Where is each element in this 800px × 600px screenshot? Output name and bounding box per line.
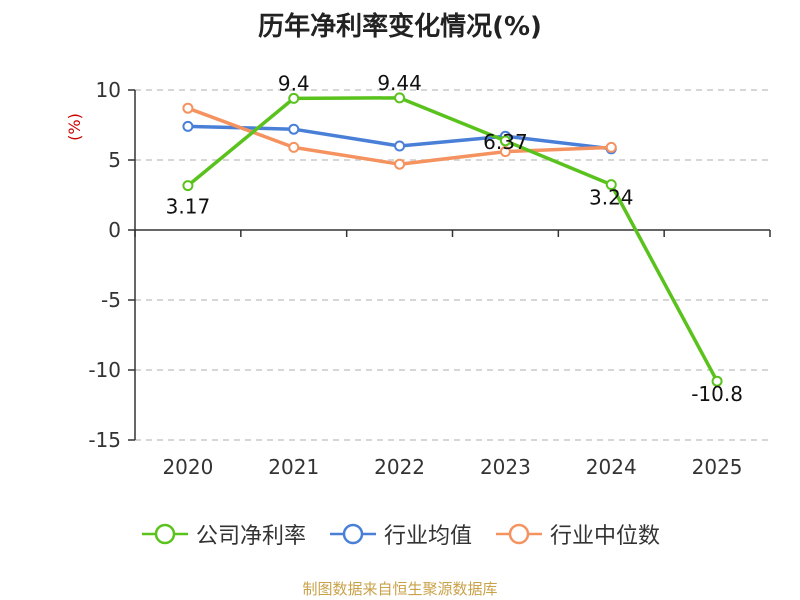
- y-tick-label: -10: [88, 358, 121, 382]
- legend-marker-icon: [496, 523, 542, 545]
- series-line: [186, 96, 719, 383]
- y-tick-label: 5: [108, 148, 121, 172]
- data-point: [499, 146, 511, 158]
- x-tick-label: 2025: [692, 455, 743, 479]
- data-point: [394, 158, 406, 170]
- data-point: [182, 102, 194, 114]
- data-point: [182, 180, 194, 192]
- x-tick-label: 2024: [586, 455, 637, 479]
- data-point: [499, 135, 511, 147]
- x-tick-label: 2022: [374, 455, 425, 479]
- legend-label: 公司净利率: [195, 524, 306, 549]
- legend-item[interactable]: 行业均值: [328, 518, 472, 550]
- data-point: [711, 375, 723, 387]
- y-tick-label: 10: [96, 78, 121, 102]
- data-point: [394, 140, 406, 152]
- data-point: [288, 123, 300, 135]
- legend-item[interactable]: 行业中位数: [494, 518, 660, 550]
- y-axis-label: (%): [65, 113, 84, 141]
- chart-legend: 公司净利率 行业均值 行业中位数: [0, 518, 800, 550]
- x-tick-label: 2021: [268, 455, 319, 479]
- legend-marker-icon: [329, 523, 376, 545]
- y-tick-label: -15: [88, 428, 121, 452]
- data-label: 3.24: [589, 186, 634, 210]
- data-label: 9.4: [278, 71, 310, 95]
- data-label: 6.37: [483, 130, 528, 154]
- series-line: [187, 106, 612, 166]
- x-tick-label: 2023: [480, 455, 531, 479]
- data-point: [288, 141, 300, 153]
- data-label: -10.8: [691, 382, 743, 406]
- y-tick-label: 0: [108, 218, 121, 242]
- source-note: 制图数据来自恒生聚源数据库: [302, 580, 498, 598]
- data-label: 9.44: [377, 71, 422, 95]
- data-label: 3.17: [166, 195, 211, 219]
- data-point: [182, 120, 194, 132]
- legend-item[interactable]: 公司净利率: [140, 518, 306, 550]
- legend-label: 行业中位数: [550, 524, 661, 549]
- data-point: [288, 92, 300, 104]
- data-point: [394, 92, 406, 104]
- y-tick-label: -5: [101, 288, 121, 312]
- legend-marker-icon: [141, 523, 188, 545]
- data-point: [605, 141, 617, 153]
- data-point: [605, 179, 617, 191]
- x-tick-label: 2020: [162, 455, 213, 479]
- legend-label: 行业均值: [383, 524, 472, 549]
- chart-title: 历年净利率变化情况(%): [258, 12, 542, 42]
